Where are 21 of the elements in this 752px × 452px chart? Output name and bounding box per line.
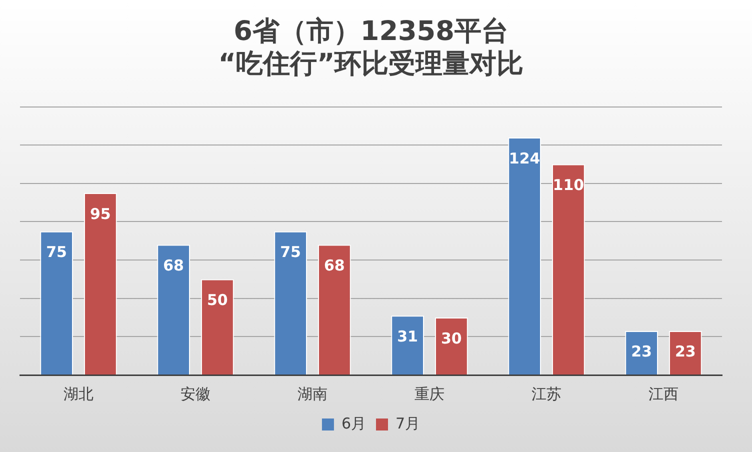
data-label: 75	[280, 243, 301, 262]
x-tick-label: 安徽	[180, 384, 210, 403]
x-tick-label: 湖南	[298, 384, 328, 403]
data-label: 95	[90, 204, 111, 223]
x-tick-label: 湖北	[64, 384, 94, 403]
chart-title: 6省（市）12358平台 “吃住行”环比受理量对比	[218, 16, 524, 80]
data-label: 110	[552, 176, 584, 194]
data-label: 31	[397, 328, 418, 346]
data-label: 30	[441, 329, 462, 348]
data-label: 75	[46, 243, 67, 262]
legend-label: 7月	[396, 414, 420, 432]
data-label: 68	[163, 256, 184, 275]
legend-label: 6月	[341, 414, 366, 432]
data-label: 50	[207, 291, 228, 310]
data-label: 23	[675, 342, 696, 361]
x-tick-label: 江西	[648, 384, 678, 403]
data-label: 23	[631, 342, 652, 361]
data-label: 124	[508, 149, 540, 168]
data-label: 68	[324, 256, 345, 275]
x-tick-label: 重庆	[414, 384, 444, 403]
x-tick-label: 江苏	[532, 384, 562, 403]
